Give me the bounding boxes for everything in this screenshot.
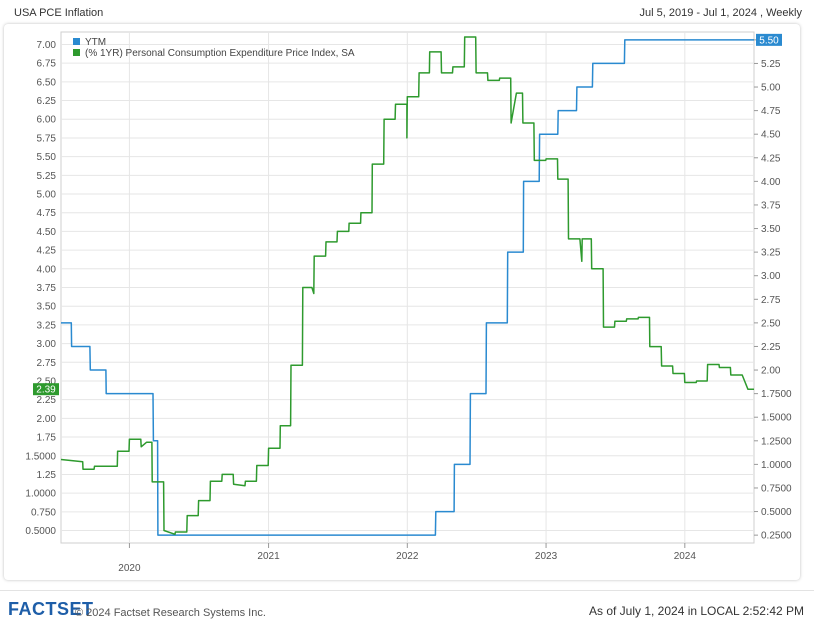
x-tick-label: 2024	[674, 551, 697, 562]
right-tick-label: 5.00	[761, 83, 781, 94]
pce-series-line	[60, 36, 754, 536]
date-range: Jul 5, 2019 - Jul 1, 2024 , Weekly	[639, 7, 802, 19]
right-tick-label: 4.75	[761, 106, 781, 117]
x-tick-label: 2020	[118, 563, 141, 574]
right-tick-label: 0.5000	[761, 507, 792, 518]
ytm-last-value-tag	[756, 33, 782, 46]
left-tick-label: 6.25	[37, 96, 57, 107]
right-tick-label: 4.00	[761, 177, 781, 188]
left-tick-label: 2.00	[37, 414, 57, 425]
left-tick-label: 2.75	[37, 358, 57, 369]
right-tick-label: 1.0000	[761, 460, 792, 471]
left-tick-label: 4.75	[37, 208, 57, 219]
legend-swatch	[73, 38, 80, 45]
left-tick-label: 2.50	[37, 376, 57, 387]
left-tick-label: 3.75	[37, 283, 57, 294]
chart-header: USA PCE Inflation Jul 5, 2019 - Jul 1, 2…	[0, 0, 814, 24]
left-tick-label: 6.00	[37, 115, 57, 126]
left-tick-label: 6.75	[37, 59, 57, 70]
right-tick-label: 2.50	[761, 318, 781, 329]
left-tick-label: 3.00	[37, 339, 57, 350]
line-chart: 0.50000.7501.00001.251.50001.752.002.252…	[25, 31, 792, 574]
right-tick-label: 3.00	[761, 271, 781, 282]
right-tick-label: 0.7500	[761, 483, 792, 494]
x-tick-label: 2022	[396, 551, 419, 562]
left-tick-label: 1.0000	[25, 489, 56, 500]
factset-logo: FACTSET	[8, 599, 94, 619]
pce-last-value-label: 2.39	[36, 385, 56, 396]
right-tick-label: 3.25	[761, 248, 781, 259]
left-tick-label: 3.25	[37, 320, 57, 331]
right-tick-label: 1.7500	[761, 389, 792, 400]
ytm-series-line	[61, 39, 754, 536]
left-tick-label: 1.75	[37, 433, 57, 444]
left-tick-label: 0.750	[31, 507, 56, 518]
pce-last-value-tag	[33, 383, 59, 396]
right-tick-label: 1.5000	[761, 413, 792, 424]
right-tick-label: 2.00	[761, 366, 781, 377]
left-tick-label: 3.50	[37, 302, 57, 313]
copyright-text: © 2024 Factset Research Systems Inc.	[75, 607, 266, 619]
chart-card: 0.5000 0.750 1.0000 1.25 1.5000 1.75 2.00 2.25 2…	[4, 24, 800, 580]
right-tick-label: 4.25	[761, 153, 781, 164]
x-tick-label: 2023	[535, 551, 558, 562]
left-tick-label: 5.50	[37, 152, 57, 163]
left-tick-label: 2.25	[37, 395, 57, 406]
left-tick-label: 4.25	[37, 246, 57, 257]
left-tick-label: 4.00	[37, 264, 57, 275]
left-tick-label: 1.5000	[25, 451, 56, 462]
right-tick-label: 3.75	[761, 200, 781, 211]
left-tick-label: 5.75	[37, 133, 57, 144]
legend-label: YTM	[85, 37, 106, 48]
chart-title: USA PCE Inflation	[14, 7, 104, 19]
right-tick-label: 1.2500	[761, 436, 792, 447]
left-tick-label: 7.00	[37, 40, 57, 51]
x-tick-label: 2021	[257, 551, 280, 562]
legend-label: (% 1YR) Personal Consumption Expenditure…	[85, 48, 355, 59]
left-tick-label: 0.5000	[25, 526, 56, 537]
right-tick-label: 4.50	[761, 130, 781, 141]
legend-swatch	[73, 49, 80, 56]
left-tick-label: 5.25	[37, 171, 57, 182]
right-tick-label: 3.50	[761, 224, 781, 235]
right-tick-label: 2.25	[761, 342, 781, 353]
right-tick-label: 5.25	[761, 59, 781, 70]
left-tick-label: 1.25	[37, 470, 57, 481]
ytm-last-value-label: 5.50	[759, 35, 779, 46]
left-tick-label: 5.00	[37, 190, 57, 201]
left-tick-label: 4.50	[37, 227, 57, 238]
left-tick-label: 6.50	[37, 77, 57, 88]
right-tick-label: 2.75	[761, 295, 781, 306]
as-of-timestamp: As of July 1, 2024 in LOCAL 2:52:42 PM	[588, 604, 804, 618]
right-tick-label: 0.2500	[761, 531, 792, 542]
footer: FACTSET © 2024 Factset Research Systems …	[0, 590, 814, 630]
